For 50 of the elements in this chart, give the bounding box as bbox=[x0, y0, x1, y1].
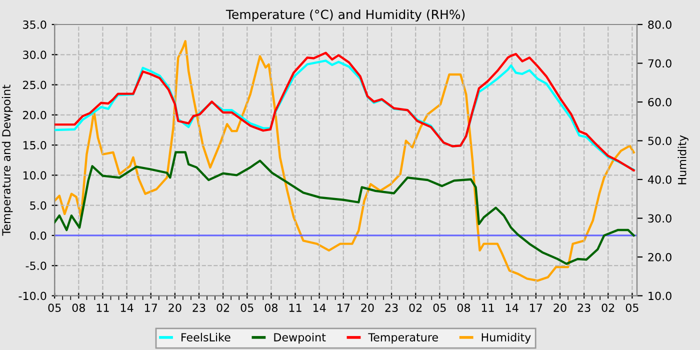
y-tick-label: 25.0 bbox=[23, 80, 46, 90]
x-tick-label: 23 bbox=[192, 304, 206, 312]
x-tick-label: 17 bbox=[145, 304, 157, 312]
y2-axis-title: Humidity bbox=[678, 135, 688, 184]
y2-tick-label: 80.0 bbox=[648, 20, 672, 29]
legend-label: Dewpoint bbox=[274, 332, 326, 344]
x-tick-label: 11 bbox=[96, 304, 109, 312]
y2-tick-label: 70.0 bbox=[648, 59, 672, 68]
y-tick-label: 30.0 bbox=[23, 50, 46, 60]
x-tick-label: 14 bbox=[120, 304, 134, 312]
y-tick-label: -5.0 bbox=[26, 262, 46, 270]
x-tick-label: 08 bbox=[72, 304, 85, 312]
y-tick-label: 0.0 bbox=[30, 231, 46, 240]
y2-tick-label: 60.0 bbox=[648, 98, 672, 106]
x-tick-label: 17 bbox=[338, 304, 350, 312]
x-tick-label: 14 bbox=[506, 304, 518, 312]
x-tick-label: 11 bbox=[482, 304, 494, 312]
chart-title: Temperature (°C) and Humidity (RH%) bbox=[226, 9, 465, 22]
x-tick-label: 23 bbox=[578, 304, 590, 312]
x-tick-label: 08 bbox=[264, 304, 278, 312]
x-tick-label: 02 bbox=[216, 304, 230, 312]
x-tick-label: 11 bbox=[289, 304, 302, 312]
x-tick-label: 05 bbox=[240, 304, 254, 312]
legend-label: Humidity bbox=[482, 332, 531, 344]
x-tick-label: 05 bbox=[626, 304, 638, 312]
y-tick-label: 20.0 bbox=[23, 110, 46, 120]
x-tick-label: 05 bbox=[48, 304, 61, 312]
y-tick-label: 15.0 bbox=[23, 141, 46, 150]
y2-tick-label: 10.0 bbox=[648, 292, 672, 300]
x-tick-label: 02 bbox=[409, 304, 422, 312]
x-tick-label: 08 bbox=[457, 304, 470, 312]
y2-tick-label: 20.0 bbox=[648, 252, 672, 262]
x-tick-label: 20 bbox=[361, 304, 374, 312]
y-tick-label: 5.0 bbox=[30, 201, 46, 210]
x-tick-label: 02 bbox=[602, 304, 614, 312]
x-tick-label: 17 bbox=[530, 304, 542, 312]
y-tick-label: 10.0 bbox=[23, 171, 46, 180]
x-tick-label: 20 bbox=[554, 304, 566, 312]
y2-tick-label: 50.0 bbox=[648, 136, 672, 146]
x-tick-label: 23 bbox=[385, 304, 398, 312]
x-tick-label: 05 bbox=[433, 304, 446, 312]
y-axis-title: Temperature and Dewpoint bbox=[2, 84, 13, 236]
legend-label: Temperature bbox=[368, 333, 438, 344]
y2-tick-label: 40.0 bbox=[648, 175, 672, 184]
x-tick-label: 14 bbox=[313, 304, 326, 312]
y-tick-label: 35.0 bbox=[23, 20, 46, 29]
y2-tick-label: 30.0 bbox=[648, 214, 672, 223]
y-tick-label: -10.0 bbox=[18, 292, 46, 300]
legend-label: FeelsLike bbox=[182, 332, 230, 342]
x-tick-label: 20 bbox=[168, 304, 182, 312]
